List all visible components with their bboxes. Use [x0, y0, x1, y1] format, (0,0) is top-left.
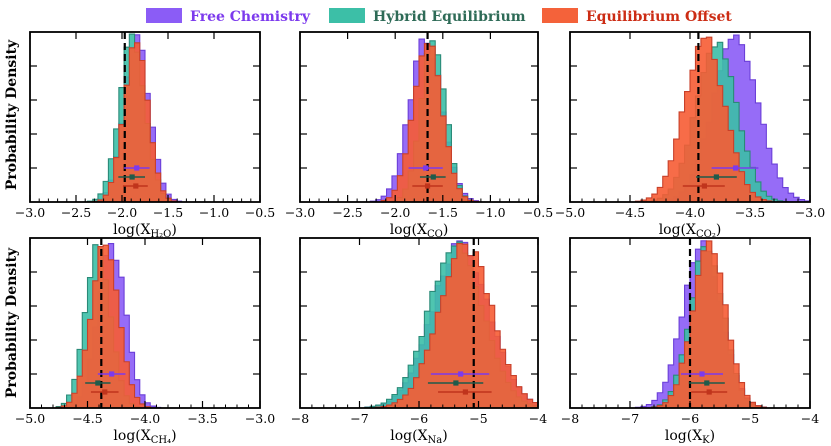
median-marker-hybrid-equilibrium-k: [704, 380, 710, 386]
histogram-free-chemistry-ch4: [30, 243, 260, 409]
x-tick-label-co-2: −2.0: [380, 205, 410, 220]
plot-frame-h2o: [29, 31, 261, 203]
median-marker-hybrid-equilibrium-co2: [713, 174, 719, 180]
x-tick-label-co-1: −2.5: [332, 205, 362, 220]
y-axis-label-top: Probability Density: [4, 39, 20, 190]
median-marker-free-chemistry-ch4: [109, 371, 115, 377]
x-tick-label-h2o-3: −1.5: [153, 205, 183, 220]
legend: Free Chemistry Hybrid Equilibrium Equili…: [146, 8, 732, 25]
legend-swatch-equilibrium-offset: [542, 8, 578, 23]
median-marker-hybrid-equilibrium-co: [430, 174, 436, 180]
x-tick-label-na-4: −4: [529, 411, 547, 426]
histogram-equilibrium-offset-ch4: [30, 244, 260, 409]
x-tick-label-k-3: −5: [741, 411, 759, 426]
panel-ch4: −5.0 −4.5 −4.0 −3.5 −3.0 log(XCH₄): [15, 237, 275, 446]
x-tick-label-na-0: −8: [291, 411, 309, 426]
panel-co2: −5.0 −4.5 −4.0 −3.5 −3.0 log(XCO₂): [555, 31, 825, 240]
median-marker-equilibrium-offset-co2: [701, 183, 707, 189]
x-tick-label-h2o-4: −1.0: [199, 205, 229, 220]
median-marker-free-chemistry-na: [458, 371, 464, 377]
x-tick-label-co2-0: −5.0: [555, 205, 585, 220]
x-axis-label-k: log(XK): [665, 428, 715, 446]
x-tick-label-na-1: −7: [350, 411, 368, 426]
plot-frame-co: [299, 31, 539, 203]
median-marker-free-chemistry-k: [699, 371, 705, 377]
median-marker-equilibrium-offset-ch4: [102, 389, 108, 395]
x-axis-label-co2: log(XCO₂): [659, 222, 722, 240]
panel-h2o: −3.0 −2.5 −2.0 −1.5 −1.0 −0.5 log(XH₂O): [15, 31, 275, 240]
panel-co: −3.0 −2.5 −2.0 −1.5 −1.0 −0.5 log(XCO): [285, 31, 553, 240]
x-tick-label-k-4: −4: [801, 411, 819, 426]
median-marker-hybrid-equilibrium-h2o: [129, 174, 135, 180]
x-tick-label-co-4: −1.0: [475, 205, 505, 220]
panel-na: −8 −7 −6 −5 −4 log(XNa): [291, 237, 547, 446]
x-tick-label-ch4-4: −3.0: [245, 411, 275, 426]
x-axis-label-h2o: log(XH₂O): [113, 222, 177, 240]
median-marker-equilibrium-offset-na: [462, 389, 469, 395]
x-tick-label-co2-1: −4.5: [615, 205, 645, 220]
y-axis-label-bottom: Probability Density: [4, 247, 20, 398]
x-tick-label-ch4-3: −3.5: [187, 411, 217, 426]
x-tick-label-ch4-2: −4.0: [130, 411, 160, 426]
median-marker-free-chemistry-co: [423, 165, 429, 171]
legend-label-free-chemistry: Free Chemistry: [190, 9, 311, 25]
x-tick-label-co-3: −1.5: [428, 205, 458, 220]
x-tick-label-co-0: −3.0: [285, 205, 315, 220]
x-tick-label-h2o-1: −2.5: [61, 205, 91, 220]
x-tick-label-k-0: −8: [561, 411, 579, 426]
legend-label-equilibrium-offset: Equilibrium Offset: [586, 9, 732, 25]
x-tick-label-na-2: −6: [410, 411, 428, 426]
x-tick-label-co-5: −0.5: [523, 205, 553, 220]
median-marker-equilibrium-offset-co: [424, 183, 431, 189]
median-marker-free-chemistry-h2o: [134, 165, 140, 171]
plot-frame-ch4: [29, 237, 261, 409]
x-tick-label-k-1: −7: [621, 411, 639, 426]
x-tick-label-ch4-0: −5.0: [15, 411, 45, 426]
legend-label-hybrid-equilibrium: Hybrid Equilibrium: [373, 9, 526, 25]
x-tick-label-k-2: −6: [681, 411, 699, 426]
x-tick-label-co2-4: −3.0: [795, 205, 825, 220]
histogram-equilibrium-offset-na: [300, 243, 539, 409]
x-tick-label-h2o-0: −3.0: [15, 205, 45, 220]
x-tick-label-h2o-5: −0.5: [245, 205, 275, 220]
panel-k: −8 −7 −6 −5 −4 log(XK): [561, 237, 819, 446]
median-marker-equilibrium-offset-k: [706, 389, 712, 395]
x-tick-label-ch4-1: −4.5: [72, 411, 102, 426]
histogram-equilibrium-offset-h2o: [30, 42, 260, 203]
x-tick-label-na-3: −5: [469, 411, 487, 426]
median-marker-equilibrium-offset-h2o: [133, 183, 139, 189]
legend-swatch-free-chemistry: [146, 8, 182, 23]
x-axis-label-na: log(XNa): [390, 428, 447, 446]
x-axis-label-ch4: log(XCH₄): [113, 428, 176, 446]
median-marker-free-chemistry-co2: [733, 165, 739, 171]
x-tick-label-co2-2: −4.0: [675, 205, 705, 220]
legend-swatch-hybrid-equilibrium: [329, 8, 365, 23]
x-axis-label-co: log(XCO): [390, 222, 449, 240]
median-marker-hybrid-equilibrium-na: [453, 380, 459, 386]
x-tick-label-h2o-2: −2.0: [107, 205, 137, 220]
median-marker-hybrid-equilibrium-ch4: [95, 380, 101, 386]
x-tick-label-co2-3: −3.5: [735, 205, 765, 220]
histogram-hybrid-equilibrium-ch4: [30, 244, 260, 409]
histogram-equilibrium-offset-co: [300, 43, 538, 203]
